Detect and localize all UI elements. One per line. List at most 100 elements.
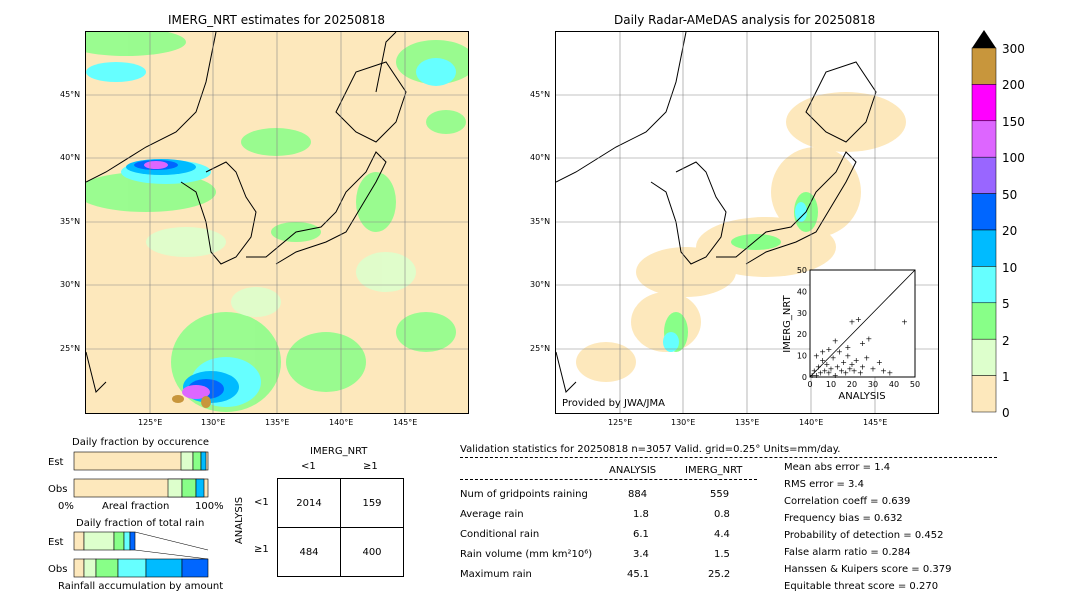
- colorbar-segment: [971, 156, 997, 194]
- scatter-point: +: [876, 358, 883, 367]
- scatter-point: +: [859, 362, 866, 371]
- right-lat-tick: 45°N: [530, 90, 551, 99]
- validation-row-b: 4.4: [714, 529, 730, 540]
- validation-row-label: Rain volume (mm km²10⁶): [460, 549, 593, 560]
- scatter-point: +: [817, 369, 824, 378]
- colorbar-label: 300: [1002, 42, 1025, 56]
- scatter-point: +: [819, 356, 826, 365]
- right-lon-tick: 130°E: [671, 418, 696, 427]
- colorbar-label: 1: [1002, 370, 1010, 384]
- occurrence-obs-label: Obs: [48, 484, 68, 495]
- scatter-point: +: [865, 334, 872, 343]
- validation-row-a: 884: [628, 489, 648, 500]
- scatter-point: +: [830, 354, 837, 363]
- right-lon-tick: 140°E: [799, 418, 824, 427]
- contingency-row-label: ≥1: [254, 544, 269, 555]
- scatter-point: +: [840, 358, 847, 367]
- scatter-point: +: [847, 364, 854, 373]
- left-lon-tick: 130°E: [201, 418, 226, 427]
- right-map: Provided by JWA/JMA: [555, 31, 939, 414]
- right-lon-tick: 145°E: [863, 418, 888, 427]
- occurrence-xlabel-1: Areal fraction: [102, 501, 170, 512]
- right-lat-tick: 35°N: [530, 217, 551, 226]
- left-lon-tick: 140°E: [329, 418, 354, 427]
- score-line: Correlation coeff = 0.639: [784, 496, 911, 507]
- occurrence-title: Daily fraction by occurence: [72, 437, 210, 448]
- scatter-point: +: [859, 339, 866, 348]
- scatter-point: +: [842, 369, 849, 378]
- left-lon-tick: 135°E: [265, 418, 290, 427]
- scatter-point: +: [819, 347, 826, 356]
- left-map-graphic: [86, 32, 468, 413]
- validation-row-a: 3.4: [633, 549, 649, 560]
- inset-scatter: ++++++++++++++++++++++++++++ +++ ++++++++ …: [782, 266, 920, 402]
- scatter-point: +: [863, 354, 870, 363]
- occurrence-est-label: Est: [48, 457, 64, 468]
- left-lon-tick: 125°E: [138, 418, 163, 427]
- score-line: Frequency bias = 0.632: [784, 513, 903, 524]
- colorbar-segment: [971, 193, 997, 231]
- scatter-x-tick: 40: [889, 380, 899, 389]
- validation-divider: [460, 457, 997, 458]
- left-lat-tick: 40°N: [60, 153, 81, 162]
- scatter-x-tick: 30: [868, 380, 878, 389]
- right-map-graphic: [556, 32, 938, 413]
- scatter-point: +: [849, 360, 856, 369]
- left-map: [85, 31, 469, 414]
- validation-col-b: IMERG_NRT: [685, 465, 743, 476]
- scatter-point: +: [811, 367, 818, 376]
- contingency-row-label: <1: [254, 497, 269, 508]
- scatter-point: +: [880, 367, 887, 376]
- rain-fraction-bars: [73, 531, 209, 578]
- data-credit: Provided by JWA/JMA: [562, 398, 665, 409]
- scatter-point: +: [851, 367, 858, 376]
- scatter-ylabel: IMERG_NRT: [782, 294, 793, 352]
- scatter-y-tick: 20: [797, 330, 807, 339]
- validation-row-label: Average rain: [460, 509, 524, 520]
- scatter-point: +: [823, 360, 830, 369]
- colorbar-segment: [971, 375, 997, 413]
- scatter-x-tick: 0: [807, 380, 812, 389]
- right-map-title: Daily Radar-AMeDAS analysis for 20250818: [614, 13, 876, 27]
- score-line: RMS error = 3.4: [784, 479, 864, 490]
- scatter-point: +: [813, 352, 820, 361]
- scatter-point: +: [832, 337, 839, 346]
- scatter-y-tick: 10: [797, 352, 807, 361]
- left-lat-tick: 25°N: [60, 344, 81, 353]
- occurrence-xlabel-0: 0%: [58, 501, 74, 512]
- scatter-point: +: [813, 371, 820, 380]
- right-lat-tick: 25°N: [530, 344, 551, 353]
- scatter-y-tick: 40: [797, 287, 807, 296]
- contingency-header: IMERG_NRT: [310, 446, 368, 457]
- colorbar-label: 5: [1002, 297, 1010, 311]
- validation-divider: [460, 479, 757, 480]
- contingency-cell: 400: [340, 527, 404, 577]
- rain-fraction-title: Daily fraction of total rain: [76, 518, 205, 529]
- score-line: Hanssen & Kuipers score = 0.379: [784, 564, 952, 575]
- colorbar-segment: [971, 266, 997, 304]
- colorbar-segment: [971, 338, 997, 376]
- colorbar: [971, 30, 997, 413]
- colorbar-label: 10: [1002, 261, 1018, 275]
- left-lon-tick: 145°E: [393, 418, 418, 427]
- scatter-x-tick: 10: [826, 380, 836, 389]
- validation-row-b: 1.5: [714, 549, 730, 560]
- score-line: Equitable threat score = 0.270: [784, 581, 939, 592]
- scatter-x-tick: 20: [847, 380, 857, 389]
- rain-fraction-xlabel: Rainfall accumulation by amount: [58, 581, 224, 592]
- scatter-point: +: [853, 356, 860, 365]
- scatter-xlabel: ANALYSIS: [838, 391, 885, 402]
- colorbar-segment: [971, 84, 997, 122]
- colorbar-label: 150: [1002, 115, 1025, 129]
- scatter-point: +: [870, 364, 877, 373]
- scatter-point: +: [834, 362, 841, 371]
- left-map-title: IMERG_NRT estimates for 20250818: [168, 13, 385, 27]
- right-lat-tick: 40°N: [530, 153, 551, 162]
- rain-est-label: Est: [48, 537, 64, 548]
- validation-row-b: 0.8: [714, 509, 730, 520]
- scatter-point: +: [809, 371, 816, 380]
- colorbar-segment: [971, 120, 997, 158]
- colorbar-label: 50: [1002, 188, 1018, 202]
- right-lon-tick: 135°E: [735, 418, 760, 427]
- validation-row-a: 1.8: [633, 509, 649, 520]
